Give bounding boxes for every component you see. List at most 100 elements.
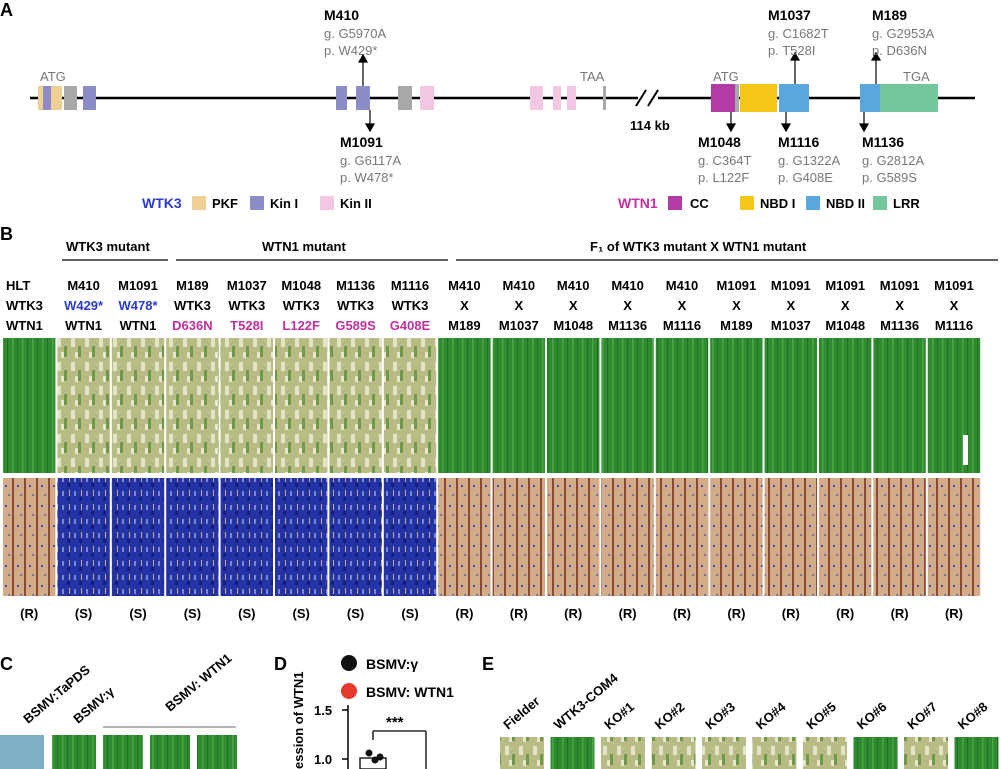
- panel-c: C BSMV:TaPDS BSMV:γ BSMV: WTN1: [0, 650, 237, 769]
- leaf-photo: [873, 338, 926, 473]
- leaf-photo-wtn1-3: [197, 735, 237, 769]
- e-column-label: KO#4: [753, 698, 789, 732]
- point-gamma-1: [365, 749, 373, 757]
- e-column-label: KO#2: [652, 699, 688, 732]
- svg-text:p. T528I: p. T528I: [768, 43, 815, 58]
- svg-text:p. W478*: p. W478*: [340, 170, 393, 185]
- legend-dot-bsmv-wtn1: [341, 683, 357, 699]
- stained-leaf-photo: [438, 478, 491, 596]
- col-resistance-label: (R): [727, 606, 745, 621]
- col-wtn1-label: M1037: [771, 318, 811, 333]
- col-wtk3-label: WTK3: [283, 298, 320, 313]
- e-column-label: KO#6: [854, 699, 890, 732]
- col-wtn1-label: M1048: [553, 318, 593, 333]
- col-hlt-label: M410: [448, 278, 481, 293]
- col-hlt-label: M1116: [391, 278, 429, 293]
- exon-nbd1: [772, 84, 777, 112]
- leaf-photo-wtn1-1: [103, 735, 143, 769]
- col-wtn1-label: M1136: [608, 318, 647, 333]
- svg-text:g. G2812A: g. G2812A: [862, 153, 924, 168]
- stained-leaf-photo: [547, 478, 600, 596]
- svg-text:Kin I: Kin I: [270, 196, 298, 211]
- stained-leaf-photo: [492, 478, 545, 596]
- wtn1-exons: [711, 84, 938, 112]
- row-label-hlt: HLT: [6, 278, 30, 293]
- stained-leaf-photo: [873, 478, 926, 596]
- stained-leaf-photo: [57, 478, 110, 596]
- col-hlt-label: M1091: [825, 278, 865, 293]
- e-leaf-photo: [651, 737, 696, 769]
- svg-text:g. G6117A: g. G6117A: [340, 153, 402, 168]
- mutation-label-m1091: M1091 g. G6117A p. W478*: [340, 134, 402, 185]
- col-resistance-label: (S): [238, 606, 255, 621]
- exon-kin1: [356, 86, 370, 110]
- col-wtn1-label: M1136: [880, 318, 919, 333]
- col-resistance-label: (S): [184, 606, 201, 621]
- stained-leaf-photo: [710, 478, 763, 596]
- svg-text:p. G408E: p. G408E: [778, 170, 833, 185]
- col-wtn1-label: WTN1: [65, 318, 102, 333]
- e-column-label: KO#5: [803, 699, 839, 732]
- legend-swatch-kin1: [250, 196, 264, 210]
- group-header-f1: F₁ of WTK3 mutant X WTN1 mutant: [590, 239, 807, 254]
- panel-d: D BSMV:γ BSMV: WTN1 ession of WTN1 1.5 1…: [274, 654, 454, 769]
- point-gamma-3: [376, 753, 384, 761]
- col-hlt-label: M1091: [771, 278, 811, 293]
- exon-lrr: [880, 84, 938, 112]
- stained-leaf-photo: [329, 478, 382, 596]
- wtn1-atg-label: ATG: [713, 69, 739, 84]
- svg-text:LRR: LRR: [893, 196, 920, 211]
- scale-bar: [963, 435, 968, 465]
- legend-swatch-cc: [668, 196, 682, 210]
- svg-text:g. G5970A: g. G5970A: [324, 26, 386, 41]
- leaf-photo: [764, 338, 817, 473]
- e-column-label: Fielder: [500, 693, 542, 732]
- break-mark-left: [635, 89, 647, 107]
- col-resistance-label: (S): [401, 606, 418, 621]
- svg-text:CC: CC: [690, 196, 709, 211]
- svg-text:M1091: M1091: [340, 134, 383, 150]
- col-resistance-label: (R): [564, 606, 582, 621]
- legend-swatch-pkf: [192, 196, 206, 210]
- e-leaf-photo: [954, 737, 999, 769]
- col-hlt-label: M410: [67, 278, 100, 293]
- col-resistance-label: (S): [75, 606, 92, 621]
- legend-label-bsmv-gamma: BSMV:γ: [366, 656, 418, 672]
- col-wtk3-label: W429*: [64, 298, 104, 313]
- label-bsmv-wtn1: BSMV: WTN1: [162, 650, 234, 714]
- mutation-label-m1037: M1037 g. C1682T p. T528I: [768, 7, 829, 58]
- legend-swatch-nbd1: [740, 196, 754, 210]
- svg-text:M1116: M1116: [778, 134, 819, 150]
- exon-kin1: [83, 86, 96, 110]
- leaf-photo: [220, 338, 273, 473]
- col-hlt-label: M1136: [336, 278, 375, 293]
- svg-text:p. D636N: p. D636N: [872, 43, 927, 58]
- col-wtk3-label: X: [623, 298, 632, 313]
- legend-dot-bsmv-gamma: [341, 655, 357, 671]
- col-wtn1-label: G589S: [335, 318, 376, 333]
- leaf-photo: [927, 338, 981, 473]
- col-resistance-label: (R): [20, 606, 38, 621]
- col-hlt-label: M1037: [227, 278, 267, 293]
- legend-wtn1: WTN1 CC NBD I NBD II LRR: [618, 195, 920, 211]
- panel-label-a: A: [0, 0, 13, 20]
- col-wtn1-label: T528I: [230, 318, 263, 333]
- mutation-label-m1048: M1048 g. C364T p. L122F: [698, 134, 752, 185]
- exon-plain: [398, 86, 412, 110]
- col-hlt-label: M410: [503, 278, 536, 293]
- panel-label-c: C: [0, 654, 13, 674]
- legend-swatch-nbd2: [806, 196, 820, 210]
- col-hlt-label: M410: [611, 278, 644, 293]
- row-label-wtk3: WTK3: [6, 298, 43, 313]
- col-wtk3-label: X: [732, 298, 741, 313]
- leaf-photo: [601, 338, 654, 473]
- svg-text:p. L122F: p. L122F: [698, 170, 749, 185]
- leaf-photo: [438, 338, 491, 473]
- col-wtk3-label: X: [786, 298, 795, 313]
- panel-a: A 114 kb ATG TAA: [0, 0, 975, 211]
- svg-text:NBD I: NBD I: [760, 196, 795, 211]
- e-column-label: KO#7: [904, 699, 940, 732]
- svg-text:p. W429*: p. W429*: [324, 43, 377, 58]
- col-wtn1-label: L122F: [282, 318, 320, 333]
